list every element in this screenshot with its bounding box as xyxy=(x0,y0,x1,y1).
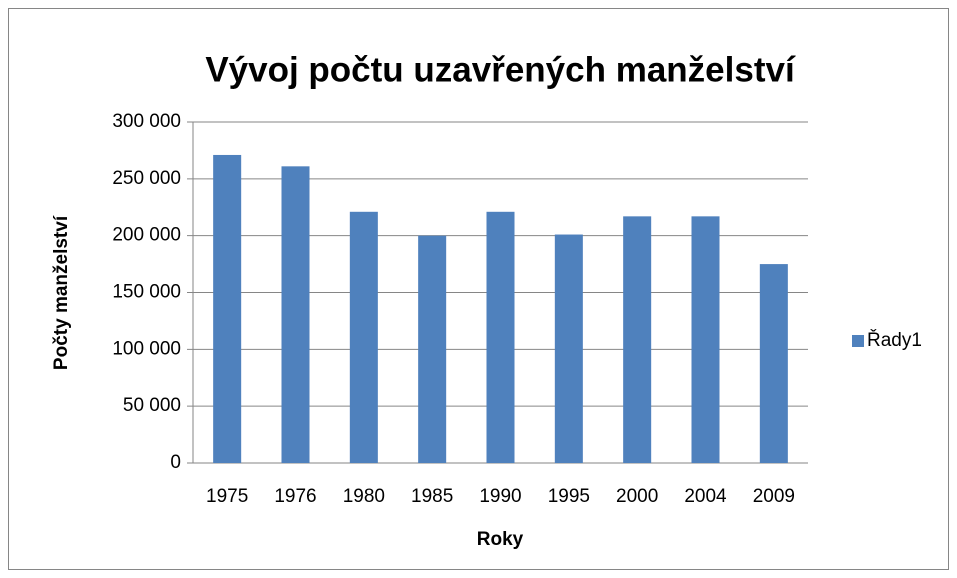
bar xyxy=(691,216,720,463)
bar xyxy=(281,166,310,463)
y-tick-label: 150 000 xyxy=(112,282,181,303)
bar xyxy=(213,154,242,464)
bar xyxy=(554,234,583,463)
x-tick-label: 1980 xyxy=(343,486,385,507)
legend-label: Řady1 xyxy=(867,329,922,351)
x-axis-label: Roky xyxy=(477,529,524,550)
x-tick-label: 2000 xyxy=(616,486,658,507)
y-axis-label: Počty manželství xyxy=(51,215,72,370)
x-tick-label: 1995 xyxy=(548,486,590,507)
y-tick-label: 0 xyxy=(170,452,181,473)
x-tick-label: 2004 xyxy=(684,486,727,507)
x-tick-label: 1975 xyxy=(206,486,248,507)
x-tick-label: 1976 xyxy=(274,486,316,507)
y-tick-label: 250 000 xyxy=(112,168,181,189)
bar xyxy=(486,211,515,463)
chart-border xyxy=(8,8,949,570)
chart-title: Vývoj počtu uzavřených manželství xyxy=(205,50,796,89)
bar xyxy=(418,235,447,463)
y-tick-label: 100 000 xyxy=(112,338,181,359)
y-tick-label: 50 000 xyxy=(123,395,181,416)
x-tick-label: 2009 xyxy=(753,486,795,507)
bar xyxy=(349,211,378,463)
bar xyxy=(623,216,652,463)
x-tick-label: 1990 xyxy=(479,486,521,507)
x-tick-label: 1985 xyxy=(411,486,453,507)
y-tick-label: 200 000 xyxy=(112,225,181,246)
y-tick-label: 300 000 xyxy=(112,111,181,132)
bar xyxy=(759,264,788,463)
legend-swatch xyxy=(852,335,864,347)
